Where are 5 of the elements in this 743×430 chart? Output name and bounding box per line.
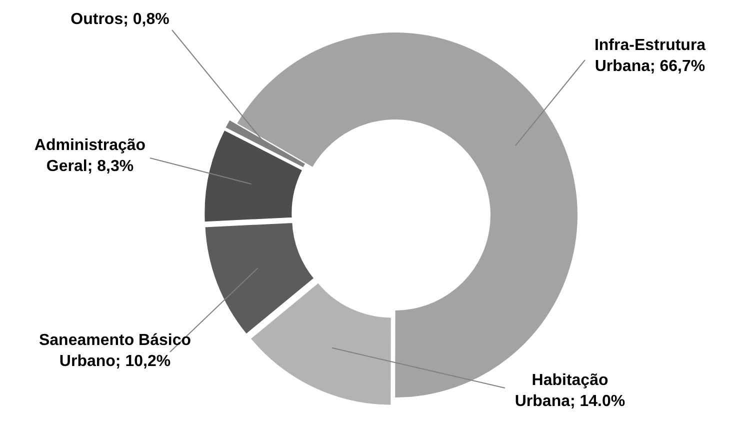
slice-label: Habitação Urbana; 14.0% [514, 372, 626, 410]
slice-label: Infra-Estrutura Urbana; 66,7% [594, 37, 706, 75]
slice-label: Outros; 0,8% [70, 11, 170, 28]
slice-label: Administração Geral; 8,3% [34, 137, 146, 175]
slice-label: Saneamento Básico Urbano; 10,2% [38, 332, 192, 370]
